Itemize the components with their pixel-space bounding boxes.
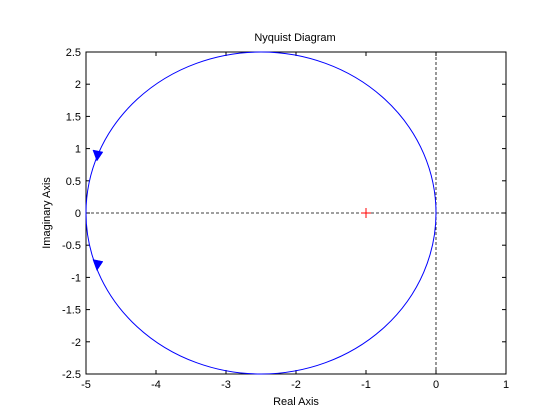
y-tick-label: -2 xyxy=(71,337,81,349)
y-tick-label: 0.5 xyxy=(66,176,81,188)
x-axis-label: Real Axis xyxy=(273,396,319,408)
y-tick-label: 2 xyxy=(75,79,81,91)
x-tick-label: -3 xyxy=(221,379,231,391)
y-tick-label: -2.5 xyxy=(62,369,81,381)
direction-arrow xyxy=(92,259,104,272)
x-tick-label: -5 xyxy=(81,379,91,391)
y-tick-label: 0 xyxy=(75,208,81,220)
x-tick-label: -2 xyxy=(291,379,301,391)
direction-arrow xyxy=(92,149,104,162)
x-tick-label: 1 xyxy=(503,379,509,391)
y-tick-label: 1 xyxy=(75,144,81,156)
y-tick-label: -1.5 xyxy=(62,305,81,317)
x-tick-label: 0 xyxy=(433,379,439,391)
y-axis-label: Imaginary Axis xyxy=(41,177,53,249)
y-tick-label: 1.5 xyxy=(66,111,81,123)
chart-title: Nyquist Diagram xyxy=(254,32,336,44)
y-tick-label: 2.5 xyxy=(66,47,81,59)
nyquist-curve xyxy=(85,51,437,375)
x-tick-label: -1 xyxy=(361,379,371,391)
x-tick-label: -4 xyxy=(151,379,161,391)
y-tick-label: -0.5 xyxy=(62,240,81,252)
y-tick-label: -1 xyxy=(71,272,81,284)
